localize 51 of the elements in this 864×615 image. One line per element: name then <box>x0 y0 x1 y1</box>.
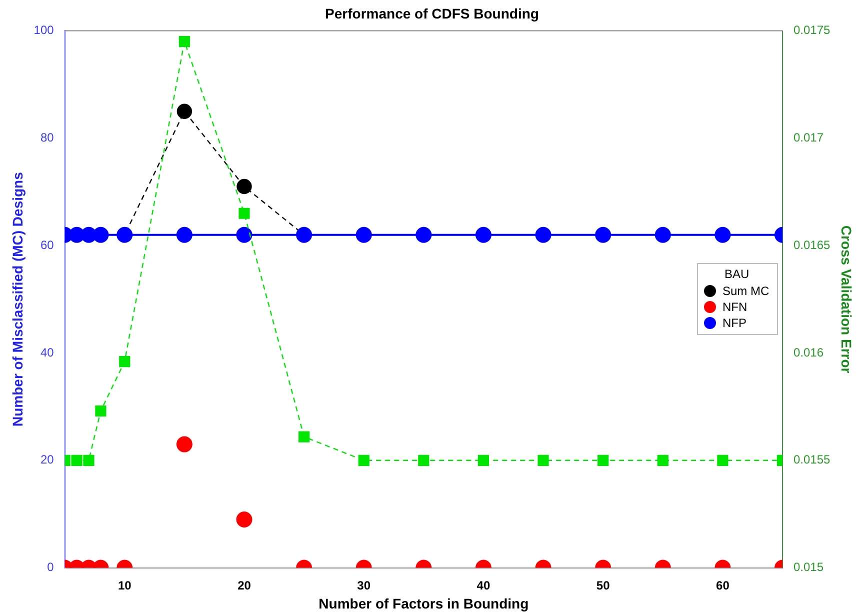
y-tick-label: 100 <box>34 23 54 38</box>
y2-axis-title: Cross Validation Error <box>838 225 855 374</box>
point <box>475 226 492 243</box>
x-tick-label: 60 <box>716 578 730 592</box>
point <box>119 356 130 368</box>
y2-tick-label: 0.017 <box>793 130 824 145</box>
y2-tick-label: 0.0175 <box>793 23 831 38</box>
point <box>598 454 609 466</box>
x-tick-label: 10 <box>118 578 132 592</box>
point <box>714 226 731 243</box>
x-axis-title: Number of Factors in Bounding <box>318 595 529 612</box>
y-tick-label: 20 <box>40 452 54 467</box>
chart-title: Performance of CDFS Bounding <box>325 5 539 22</box>
y2-tick-label: 0.015 <box>793 560 824 574</box>
point <box>478 454 490 466</box>
legend-label: NFP <box>722 316 746 330</box>
y-tick-label: 40 <box>40 345 54 360</box>
point <box>176 226 192 243</box>
y2-tick-label: 0.016 <box>793 345 824 360</box>
point <box>358 454 370 466</box>
x-tick-label: 30 <box>357 578 371 592</box>
y-tick-label: 60 <box>40 238 54 252</box>
y-axis-title: Number of Misclassified (MC) Designs <box>9 172 26 426</box>
point <box>535 226 552 243</box>
point <box>236 226 252 243</box>
y-tick-label: 80 <box>40 130 54 145</box>
point <box>95 405 106 417</box>
y-tick-label: 0 <box>47 560 54 574</box>
y2-tick-label: 0.0155 <box>793 452 831 467</box>
point <box>595 226 612 243</box>
point <box>356 226 372 243</box>
point <box>654 226 671 243</box>
x-tick-label: 50 <box>596 578 610 592</box>
legend-title: BAU <box>723 267 750 282</box>
legend-label: NFN <box>722 300 748 314</box>
point <box>657 454 668 466</box>
point <box>298 431 310 442</box>
point <box>418 454 430 466</box>
point <box>178 36 190 48</box>
point <box>717 454 728 466</box>
point <box>538 454 549 466</box>
point <box>83 454 94 466</box>
point <box>71 454 82 466</box>
point <box>416 226 432 243</box>
point <box>176 104 192 119</box>
point <box>236 178 252 194</box>
point <box>238 208 250 219</box>
y2-tick-label: 0.0165 <box>793 238 831 252</box>
x-tick-label: 20 <box>238 578 252 592</box>
x-tick-label: 40 <box>476 578 490 592</box>
legend-label: Sum MC <box>722 284 770 298</box>
